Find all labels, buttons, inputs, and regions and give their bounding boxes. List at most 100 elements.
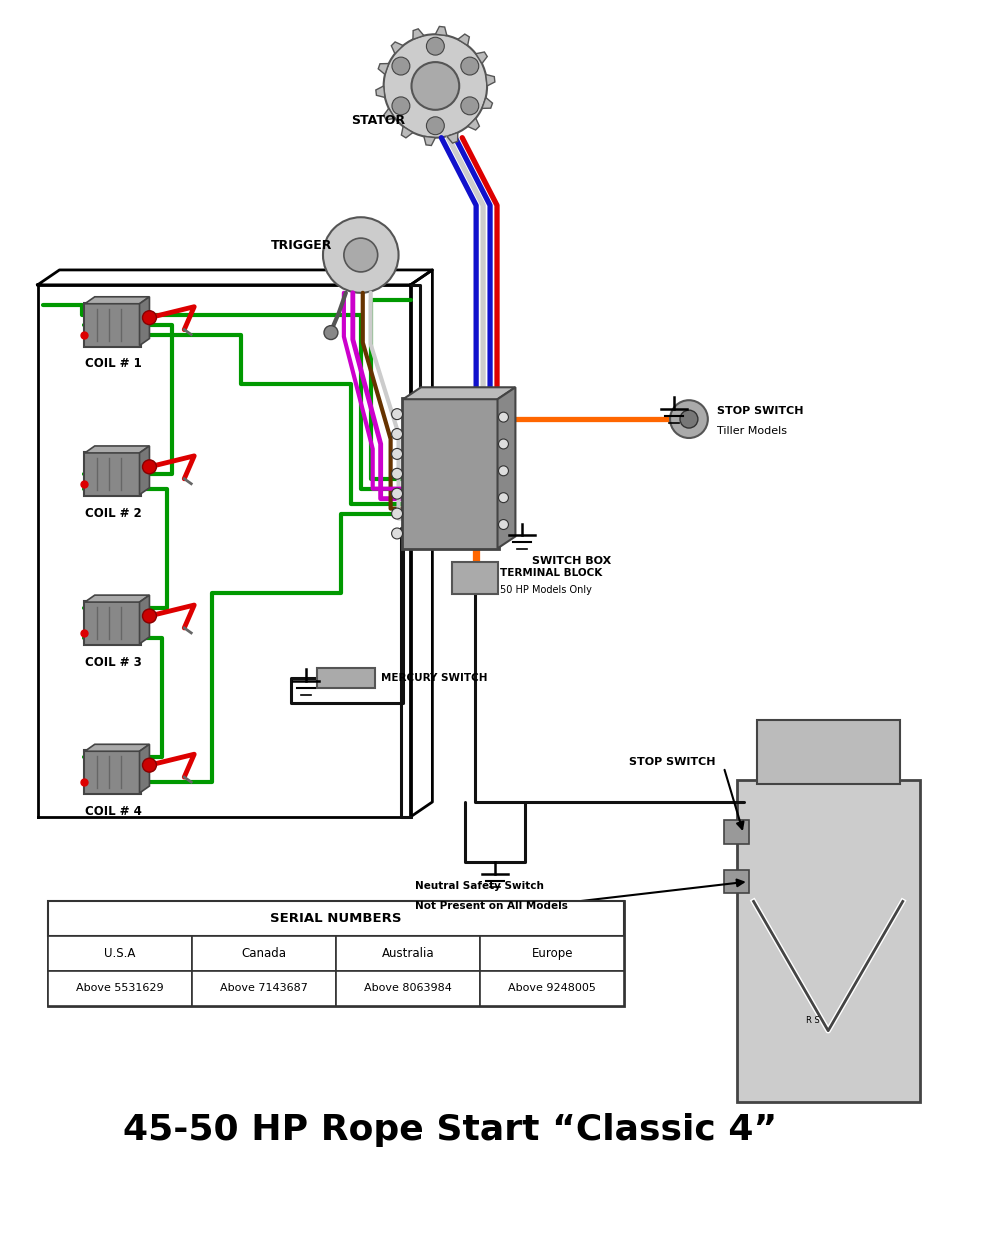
Circle shape — [142, 460, 156, 473]
Circle shape — [426, 37, 444, 55]
Polygon shape — [376, 86, 385, 97]
Bar — [48, 901, 624, 1006]
Circle shape — [392, 469, 403, 480]
Polygon shape — [486, 74, 495, 86]
Circle shape — [392, 57, 410, 75]
Text: SERIAL NUMBERS: SERIAL NUMBERS — [270, 912, 402, 925]
Bar — [480, 972, 624, 1006]
Text: TERMINAL BLOCK: TERMINAL BLOCK — [500, 568, 602, 578]
Bar — [336, 936, 480, 972]
Circle shape — [499, 519, 508, 529]
Text: STOP SWITCH: STOP SWITCH — [629, 757, 716, 767]
Circle shape — [411, 62, 459, 110]
Text: Australia: Australia — [382, 947, 434, 961]
Polygon shape — [413, 28, 424, 39]
Polygon shape — [85, 745, 149, 751]
Circle shape — [426, 117, 444, 134]
Circle shape — [392, 408, 403, 419]
Bar — [192, 972, 336, 1006]
Polygon shape — [468, 118, 479, 129]
Circle shape — [499, 412, 508, 422]
FancyBboxPatch shape — [84, 453, 141, 496]
Text: SWITCH BOX: SWITCH BOX — [532, 556, 612, 566]
Circle shape — [392, 97, 410, 115]
Bar — [480, 936, 624, 972]
Text: 50 HP Models Only: 50 HP Models Only — [500, 586, 592, 596]
Circle shape — [392, 528, 403, 539]
Circle shape — [142, 609, 156, 623]
Text: Tiller Models: Tiller Models — [717, 427, 787, 436]
Polygon shape — [498, 387, 515, 549]
Circle shape — [392, 449, 403, 460]
Text: U.S.A: U.S.A — [104, 947, 135, 961]
Polygon shape — [378, 64, 389, 74]
Bar — [336, 972, 480, 1006]
Circle shape — [461, 97, 479, 115]
Text: TRIGGER: TRIGGER — [271, 238, 333, 252]
Circle shape — [499, 466, 508, 476]
Text: COIL # 4: COIL # 4 — [85, 805, 142, 817]
Polygon shape — [85, 297, 149, 303]
Polygon shape — [476, 52, 487, 64]
Text: Europe: Europe — [531, 947, 573, 961]
Bar — [724, 869, 749, 894]
FancyBboxPatch shape — [84, 600, 141, 645]
Text: Neutral Safety Switch: Neutral Safety Switch — [415, 882, 544, 891]
Circle shape — [670, 401, 708, 438]
Text: COIL # 3: COIL # 3 — [85, 656, 142, 668]
Text: Above 7143687: Above 7143687 — [220, 984, 308, 994]
Bar — [724, 820, 749, 843]
Circle shape — [499, 493, 508, 503]
Polygon shape — [85, 446, 149, 453]
FancyBboxPatch shape — [402, 398, 499, 550]
Text: Above 5531629: Above 5531629 — [76, 984, 163, 994]
Circle shape — [499, 439, 508, 449]
Text: Above 9248005: Above 9248005 — [508, 984, 596, 994]
Circle shape — [392, 488, 403, 499]
Bar — [48, 901, 624, 936]
Polygon shape — [424, 137, 435, 145]
Circle shape — [142, 311, 156, 324]
Circle shape — [680, 411, 698, 428]
FancyBboxPatch shape — [737, 780, 920, 1102]
Circle shape — [392, 508, 403, 519]
Polygon shape — [482, 97, 493, 109]
Bar — [48, 936, 192, 972]
Text: STOP SWITCH: STOP SWITCH — [717, 406, 803, 417]
Circle shape — [142, 758, 156, 772]
Polygon shape — [140, 745, 149, 793]
Text: Canada: Canada — [241, 947, 286, 961]
Text: MERCURY SWITCH: MERCURY SWITCH — [381, 673, 487, 683]
Text: R S: R S — [806, 1016, 820, 1026]
Text: STATOR: STATOR — [351, 115, 405, 127]
Polygon shape — [140, 446, 149, 494]
Polygon shape — [458, 35, 469, 46]
Text: COIL # 2: COIL # 2 — [85, 507, 142, 519]
Polygon shape — [140, 297, 149, 345]
Polygon shape — [435, 26, 447, 36]
FancyBboxPatch shape — [452, 562, 498, 594]
FancyBboxPatch shape — [757, 720, 900, 784]
Circle shape — [323, 217, 399, 292]
FancyBboxPatch shape — [317, 668, 375, 688]
Circle shape — [344, 238, 378, 272]
Text: Not Present on All Models: Not Present on All Models — [415, 901, 568, 911]
Circle shape — [324, 326, 338, 339]
Text: COIL # 1: COIL # 1 — [85, 358, 142, 370]
Bar — [192, 936, 336, 972]
Polygon shape — [447, 133, 458, 143]
Text: 45-50 HP Rope Start “Classic 4”: 45-50 HP Rope Start “Classic 4” — [123, 1113, 777, 1147]
Polygon shape — [401, 127, 413, 138]
FancyBboxPatch shape — [84, 303, 141, 346]
Polygon shape — [140, 596, 149, 644]
Circle shape — [384, 35, 487, 138]
Circle shape — [392, 429, 403, 439]
Bar — [48, 972, 192, 1006]
Polygon shape — [403, 387, 515, 399]
Polygon shape — [383, 109, 395, 120]
Text: Above 8063984: Above 8063984 — [364, 984, 452, 994]
Circle shape — [461, 57, 479, 75]
FancyBboxPatch shape — [84, 750, 141, 794]
Polygon shape — [85, 596, 149, 602]
Polygon shape — [391, 42, 403, 54]
